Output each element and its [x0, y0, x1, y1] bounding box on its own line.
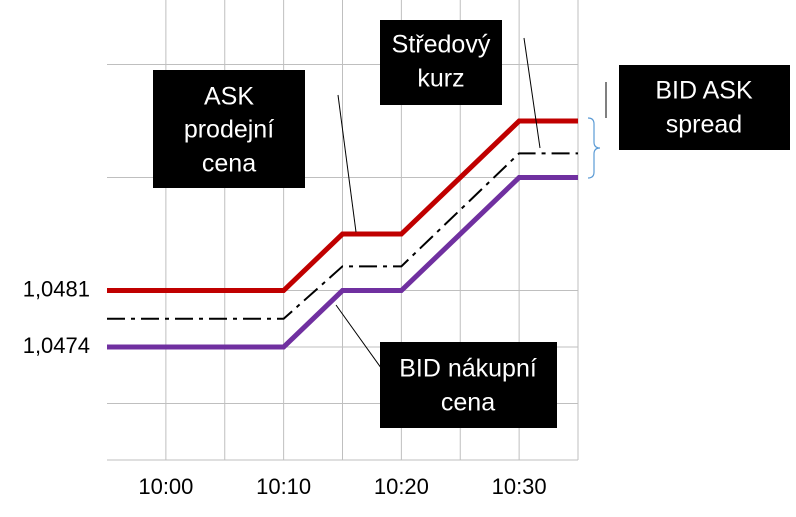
annotation-text: spread	[666, 111, 742, 139]
annotation-text: BID nákupní	[399, 355, 537, 383]
series-line	[107, 152, 578, 320]
connector	[337, 94, 357, 233]
x-tick-label: 10:30	[492, 474, 547, 499]
annotation-text: cena	[202, 150, 256, 178]
annotation: Středový kurz	[380, 20, 502, 105]
annotation-text: ASK	[204, 83, 254, 111]
annotation-text: kurz	[417, 65, 464, 93]
x-tick-label: 10:20	[374, 474, 429, 499]
annotation-text: prodejní	[184, 116, 274, 144]
y-tick-label: 1,0474	[23, 333, 90, 358]
bracket	[587, 117, 601, 179]
annotation-text: BID ASK	[655, 77, 753, 105]
connector	[523, 37, 541, 149]
annotation-box	[380, 20, 502, 105]
annotation-text: cena	[441, 389, 495, 417]
annotation: ASK prodejní cena	[153, 70, 305, 188]
annotation-text: Středový	[392, 31, 491, 59]
x-tick-label: 10:00	[138, 474, 193, 499]
annotation-box	[619, 65, 790, 150]
connector	[335, 304, 385, 373]
lines	[107, 118, 578, 350]
series-line	[107, 118, 578, 294]
annotation-box	[380, 342, 557, 428]
y-tick-label: 1,0481	[23, 276, 90, 301]
annotation-box	[153, 70, 305, 188]
annotation: BID ASK spread	[619, 65, 790, 150]
x-tick-label: 10:10	[256, 474, 311, 499]
series-line	[107, 175, 578, 350]
annotation: BID nákupní cena	[380, 342, 557, 428]
